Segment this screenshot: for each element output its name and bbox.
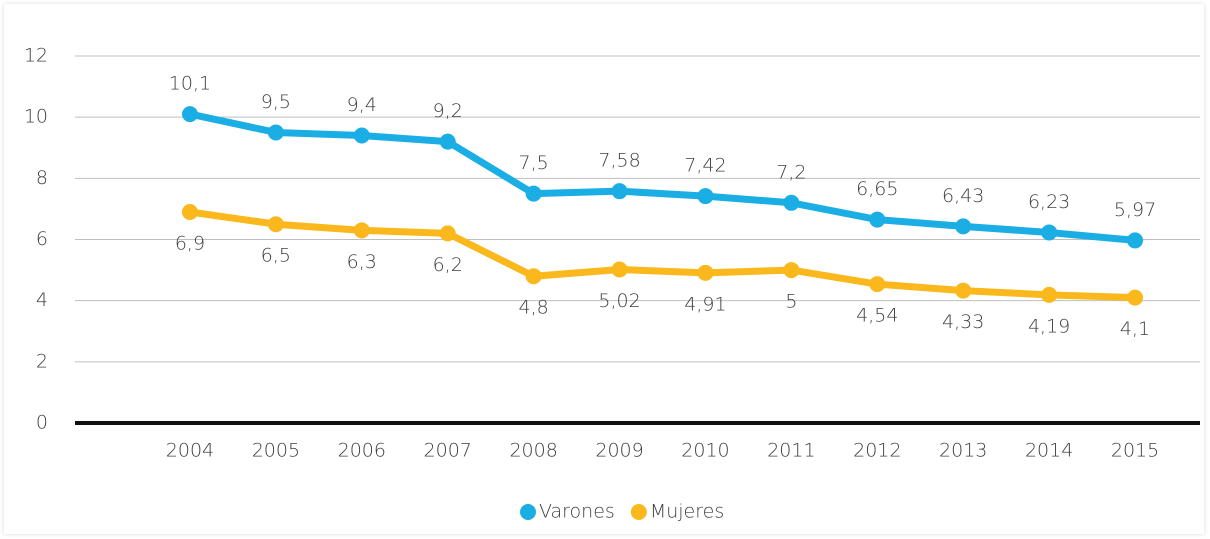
data-label: 9,2 [433,100,463,122]
series-line [189,110,1136,244]
data-point [611,261,628,278]
data-label: 9,5 [261,91,291,113]
data-point [439,225,456,242]
x-tick-label: 2014 [1025,440,1073,462]
x-tick-label: 2005 [252,440,300,462]
x-tick-label: 2004 [166,440,214,462]
data-point [783,194,800,211]
data-point [267,216,284,233]
data-point [181,106,198,123]
data-label: 9,4 [347,94,377,116]
data-label: 5,97 [1114,199,1156,221]
x-tick-label: 2012 [853,440,901,462]
legend-swatch [520,504,536,520]
data-label: 4,33 [942,311,984,333]
y-tick-label: 8 [36,167,48,189]
data-point [697,188,714,205]
data-label: 10,1 [169,73,211,95]
data-point [353,222,370,239]
legend-label: Varones [539,501,615,523]
y-tick-label: 0 [36,412,48,434]
data-point [697,264,714,281]
x-tick-label: 2010 [681,440,729,462]
data-label: 5 [785,291,797,313]
x-tick-label: 2015 [1111,440,1159,462]
data-label: 7,42 [684,155,726,177]
data-point [955,218,972,235]
x-tick-label: 2009 [595,440,643,462]
data-point [611,183,628,200]
data-point [869,211,886,228]
data-label: 4,1 [1120,318,1150,340]
data-point [439,133,456,150]
data-point [1127,232,1144,249]
data-label: 6,3 [347,251,377,273]
y-tick-label: 6 [36,228,48,250]
x-tick-label: 2008 [509,440,557,462]
data-label: 4,54 [856,305,898,327]
data-point [783,262,800,279]
data-label: 4,8 [519,297,549,319]
y-tick-label: 4 [36,289,48,311]
data-point [869,276,886,293]
data-point [525,268,542,285]
y-tick-label: 10 [24,106,48,128]
data-label: 4,91 [684,293,726,315]
data-point [353,127,370,144]
legend-label: Mujeres [650,501,724,523]
data-label: 7,2 [776,161,806,183]
data-label: 6,2 [433,254,463,276]
data-point [525,185,542,202]
data-label: 6,65 [856,178,898,200]
data-label: 7,58 [598,150,640,172]
data-label: 7,5 [519,152,549,174]
data-point [267,124,284,141]
data-point [1041,286,1058,303]
x-tick-label: 2013 [939,440,987,462]
series-line [189,208,1136,302]
data-point [1127,289,1144,306]
y-tick-label: 12 [24,45,48,67]
data-label: 4,19 [1028,315,1070,337]
data-point [1041,224,1058,241]
x-tick-label: 2006 [338,440,386,462]
data-label: 6,5 [261,245,291,267]
x-tick-label: 2011 [767,440,815,462]
data-point [181,203,198,220]
data-label: 6,23 [1028,191,1070,213]
data-point [955,282,972,299]
data-label: 6,9 [175,232,205,254]
legend-swatch [630,504,647,520]
x-tick-label: 2007 [424,440,472,462]
y-tick-label: 2 [36,350,48,372]
data-label: 6,43 [942,185,984,207]
data-label: 5,02 [598,290,640,312]
